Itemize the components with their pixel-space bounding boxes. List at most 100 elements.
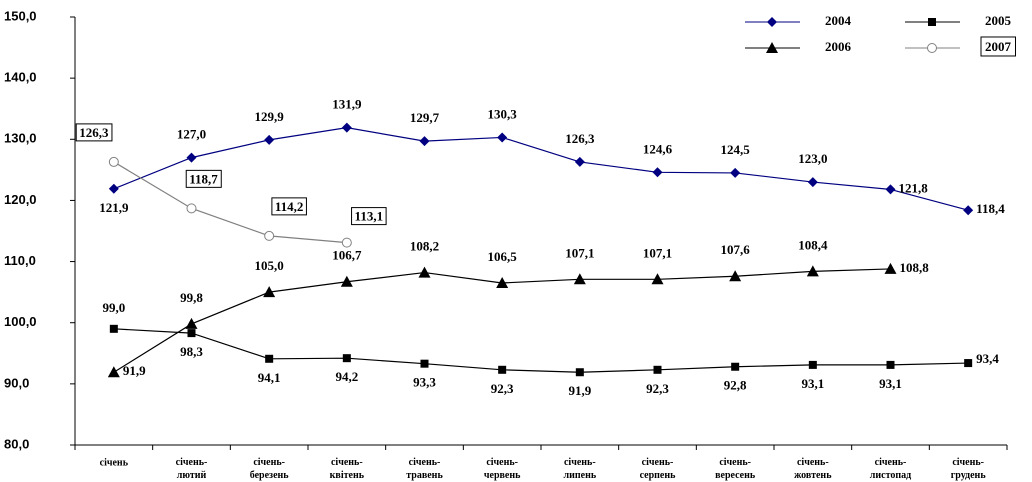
point — [808, 360, 817, 369]
data-label: 94,1 — [258, 370, 281, 385]
label-box — [271, 197, 307, 216]
x-tick-label-line: січень- — [253, 457, 285, 468]
data-label: 107,1 — [643, 245, 672, 260]
point — [573, 273, 586, 285]
point — [264, 134, 275, 145]
point — [964, 359, 973, 368]
x-tick-label-line: січень- — [797, 457, 829, 468]
point — [730, 167, 741, 178]
point — [419, 136, 430, 147]
data-label: 118,4 — [976, 201, 1005, 216]
point — [108, 156, 119, 167]
label-box — [351, 207, 387, 226]
data-label: 108,8 — [900, 260, 930, 275]
x-tick-label-line: травень — [406, 470, 443, 481]
x-tick-label-line: січень- — [952, 457, 984, 468]
y-tick-label: 110,0 — [4, 253, 36, 268]
x-tick-label-line: січень- — [331, 457, 363, 468]
data-label: 93,1 — [879, 376, 902, 391]
y-tick-label: 100,0 — [4, 314, 37, 329]
y-tick-label: 130,0 — [4, 131, 37, 146]
x-tick-label: січень-листопад — [870, 457, 911, 481]
point — [884, 262, 897, 274]
data-label: 130,3 — [488, 106, 518, 121]
data-label: 93,3 — [413, 375, 436, 390]
point — [186, 152, 197, 163]
legend-box — [980, 36, 1016, 57]
x-tick-label-line: серпень — [640, 470, 677, 481]
x-tick-label-line: січень- — [409, 457, 441, 468]
x-tick-label-line: вересень — [715, 470, 756, 481]
legend-label: 2006 — [825, 39, 852, 54]
point — [109, 324, 118, 333]
x-tick-label-line: січень- — [486, 457, 518, 468]
data-label: 118,7 — [189, 171, 218, 186]
point — [263, 286, 276, 298]
point — [575, 368, 584, 377]
point — [420, 359, 429, 368]
data-label: 113,1 — [355, 209, 384, 224]
x-tick-label-line: січень- — [564, 457, 596, 468]
legend-marker — [927, 43, 937, 53]
point — [497, 132, 508, 143]
data-label: 105,0 — [255, 258, 284, 273]
data-label: 108,2 — [410, 239, 439, 254]
x-tick-label: січень-березень — [250, 457, 290, 481]
data-label: 131,9 — [332, 97, 362, 112]
point — [107, 366, 120, 378]
legend-marker — [928, 18, 936, 26]
point — [731, 362, 740, 371]
point — [108, 183, 119, 194]
y-tick-label: 120,0 — [4, 192, 37, 207]
data-label: 91,9 — [123, 363, 146, 378]
data-label: 98,3 — [180, 344, 203, 359]
point — [653, 365, 662, 374]
x-tick-label-line: жовтень — [794, 470, 832, 481]
x-tick-label: січень — [100, 457, 129, 468]
data-label: 91,9 — [568, 383, 591, 398]
data-label: 129,9 — [255, 109, 285, 124]
point — [806, 265, 819, 277]
data-label: 106,7 — [332, 248, 362, 263]
data-label: 99,8 — [180, 290, 203, 305]
y-tick-label: 90,0 — [4, 375, 29, 390]
point — [341, 237, 352, 248]
point — [340, 275, 353, 287]
data-label: 93,1 — [801, 376, 824, 391]
legend-marker — [766, 42, 778, 53]
point — [574, 156, 585, 167]
x-tick-label-line: грудень — [951, 470, 987, 481]
data-label: 92,8 — [724, 378, 747, 393]
point — [341, 122, 352, 133]
point — [498, 365, 507, 374]
data-label: 126,3 — [565, 131, 595, 146]
data-label: 127,0 — [177, 127, 206, 142]
data-label: 94,2 — [335, 369, 358, 384]
point — [186, 203, 197, 214]
data-label: 123,0 — [798, 151, 827, 166]
x-tick-label: січень-травень — [406, 457, 443, 481]
x-tick-label-line: червень — [484, 470, 521, 481]
point — [342, 354, 351, 363]
series-line — [113, 127, 969, 211]
point — [496, 276, 509, 288]
x-tick-label: січень-квітень — [330, 457, 365, 481]
point — [729, 270, 742, 282]
legend-label: 2007 — [985, 39, 1012, 54]
legend-marker — [767, 17, 777, 27]
y-tick-label: 140,0 — [4, 70, 37, 85]
y-tick-label: 150,0 — [4, 8, 37, 23]
x-tick-label-line: січень- — [642, 457, 674, 468]
data-label: 108,4 — [798, 237, 828, 252]
data-label: 124,5 — [721, 142, 751, 157]
data-label: 107,6 — [721, 242, 751, 257]
data-label: 126,3 — [79, 125, 109, 140]
data-label: 92,3 — [491, 381, 514, 396]
x-tick-label: січень-грудень — [951, 457, 987, 481]
point — [187, 329, 196, 338]
x-tick-label-line: липень — [564, 470, 597, 481]
series-line — [113, 161, 347, 244]
point — [886, 360, 895, 369]
x-tick-label: січень-серпень — [640, 457, 677, 481]
